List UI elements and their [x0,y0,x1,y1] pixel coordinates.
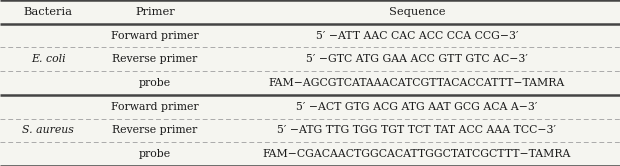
Text: Forward primer: Forward primer [111,31,199,41]
Text: probe: probe [139,78,171,88]
Text: Bacteria: Bacteria [24,7,73,17]
Text: Reverse primer: Reverse primer [112,54,198,64]
Text: Sequence: Sequence [389,7,445,17]
Text: E. coli: E. coli [31,54,65,64]
Text: 5′ −ATG TTG TGG TGT TCT TAT ACC AAA TCC−3′: 5′ −ATG TTG TGG TGT TCT TAT ACC AAA TCC−… [278,125,557,135]
Text: Primer: Primer [135,7,175,17]
Text: probe: probe [139,149,171,159]
Text: Reverse primer: Reverse primer [112,125,198,135]
Text: 5′ −GTC ATG GAA ACC GTT GTC AC−3′: 5′ −GTC ATG GAA ACC GTT GTC AC−3′ [306,54,528,64]
Text: 5′ −ACT GTG ACG ATG AAT GCG ACA A−3′: 5′ −ACT GTG ACG ATG AAT GCG ACA A−3′ [296,102,538,112]
Text: FAM−AGCGTCATAAACATCGTTACACCATTT−TAMRA: FAM−AGCGTCATAAACATCGTTACACCATTT−TAMRA [269,78,565,88]
Text: FAM−CGACAACTGGCACATTGGCTATCGCTTT−TAMRA: FAM−CGACAACTGGCACATTGGCTATCGCTTT−TAMRA [263,149,571,159]
Text: 5′ −ATT AAC CAC ACC CCA CCG−3′: 5′ −ATT AAC CAC ACC CCA CCG−3′ [316,31,518,41]
Text: S. aureus: S. aureus [22,125,74,135]
Text: Forward primer: Forward primer [111,102,199,112]
